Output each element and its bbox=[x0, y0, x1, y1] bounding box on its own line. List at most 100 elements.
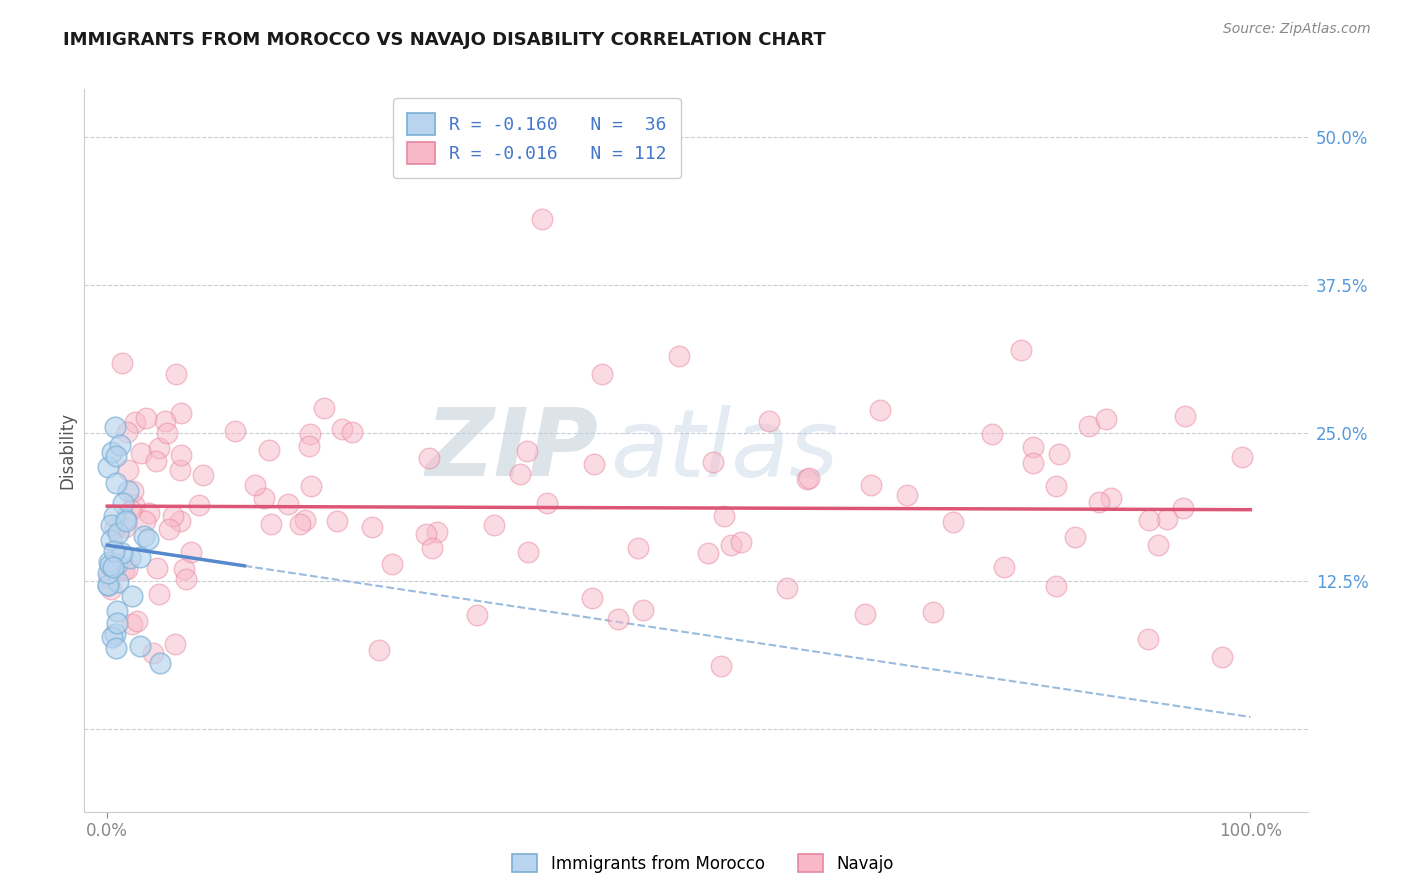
Point bbox=[1211, 649, 1233, 664]
Point bbox=[668, 349, 690, 363]
Point bbox=[224, 424, 246, 438]
Point bbox=[121, 617, 143, 632]
Point bbox=[260, 516, 283, 531]
Point bbox=[1156, 512, 1178, 526]
Point bbox=[713, 509, 735, 524]
Point bbox=[107, 575, 129, 590]
Point bbox=[98, 571, 121, 585]
Point bbox=[591, 367, 613, 381]
Text: IMMIGRANTS FROM MOROCCO VS NAVAJO DISABILITY CORRELATION CHART: IMMIGRANTS FROM MOROCCO VS NAVAJO DISABI… bbox=[63, 31, 825, 49]
Point bbox=[758, 413, 780, 427]
Point bbox=[165, 637, 187, 651]
Point bbox=[169, 463, 191, 477]
Point bbox=[896, 488, 918, 502]
Point bbox=[156, 425, 179, 440]
Point bbox=[710, 659, 733, 673]
Point bbox=[129, 640, 152, 654]
Text: ZIP: ZIP bbox=[425, 404, 598, 497]
Point bbox=[142, 646, 165, 660]
Point bbox=[1022, 456, 1045, 470]
Point bbox=[135, 411, 157, 425]
Point bbox=[277, 497, 299, 511]
Point bbox=[104, 627, 127, 641]
Point bbox=[105, 558, 128, 572]
Point bbox=[1137, 513, 1160, 527]
Point bbox=[162, 509, 184, 524]
Point bbox=[180, 545, 202, 559]
Point bbox=[980, 427, 1002, 442]
Point bbox=[415, 526, 437, 541]
Point bbox=[581, 591, 603, 605]
Point bbox=[148, 441, 170, 455]
Point bbox=[105, 641, 128, 656]
Point bbox=[1077, 418, 1099, 433]
Point bbox=[129, 445, 152, 459]
Point bbox=[165, 368, 187, 382]
Point bbox=[1064, 530, 1087, 544]
Point bbox=[607, 612, 630, 626]
Point bbox=[536, 496, 558, 510]
Point bbox=[98, 558, 121, 573]
Point bbox=[114, 520, 136, 534]
Point bbox=[105, 616, 128, 631]
Point bbox=[631, 603, 654, 617]
Point bbox=[1095, 412, 1118, 426]
Point bbox=[124, 498, 146, 512]
Point bbox=[422, 541, 444, 555]
Point bbox=[105, 604, 128, 618]
Point bbox=[100, 444, 122, 458]
Point bbox=[426, 524, 449, 539]
Point bbox=[101, 630, 124, 644]
Point bbox=[583, 458, 606, 472]
Point bbox=[125, 615, 148, 629]
Y-axis label: Disability: Disability bbox=[58, 412, 76, 489]
Point bbox=[112, 563, 135, 577]
Point bbox=[121, 484, 143, 499]
Point bbox=[174, 572, 197, 586]
Point bbox=[134, 514, 156, 528]
Point bbox=[381, 557, 404, 571]
Point bbox=[100, 533, 122, 548]
Point bbox=[1022, 440, 1045, 454]
Point bbox=[1173, 500, 1195, 515]
Point bbox=[173, 562, 195, 576]
Point bbox=[148, 587, 170, 601]
Point bbox=[257, 443, 280, 458]
Point bbox=[148, 656, 170, 670]
Point bbox=[796, 472, 818, 486]
Point bbox=[97, 460, 120, 475]
Point bbox=[107, 526, 129, 541]
Point bbox=[720, 538, 742, 552]
Point bbox=[115, 514, 138, 528]
Point bbox=[516, 544, 538, 558]
Point bbox=[869, 403, 891, 417]
Point bbox=[103, 508, 125, 523]
Point bbox=[115, 425, 138, 440]
Point bbox=[418, 451, 440, 466]
Point bbox=[138, 532, 160, 546]
Point bbox=[103, 559, 125, 574]
Point bbox=[191, 467, 214, 482]
Point bbox=[482, 517, 505, 532]
Point bbox=[627, 541, 650, 555]
Point bbox=[104, 475, 127, 490]
Point bbox=[103, 544, 125, 558]
Point bbox=[921, 605, 943, 619]
Point bbox=[100, 582, 122, 596]
Point bbox=[97, 578, 120, 592]
Text: atlas: atlas bbox=[610, 405, 838, 496]
Legend: Immigrants from Morocco, Navajo: Immigrants from Morocco, Navajo bbox=[506, 847, 900, 880]
Point bbox=[132, 529, 155, 543]
Point bbox=[157, 523, 180, 537]
Point bbox=[117, 484, 139, 499]
Point bbox=[111, 356, 134, 370]
Point bbox=[368, 642, 391, 657]
Point bbox=[145, 454, 167, 468]
Point bbox=[104, 521, 127, 535]
Point bbox=[853, 607, 876, 621]
Point bbox=[325, 514, 347, 528]
Point bbox=[138, 506, 160, 520]
Point bbox=[1047, 447, 1070, 461]
Point bbox=[253, 491, 276, 505]
Point bbox=[340, 425, 363, 439]
